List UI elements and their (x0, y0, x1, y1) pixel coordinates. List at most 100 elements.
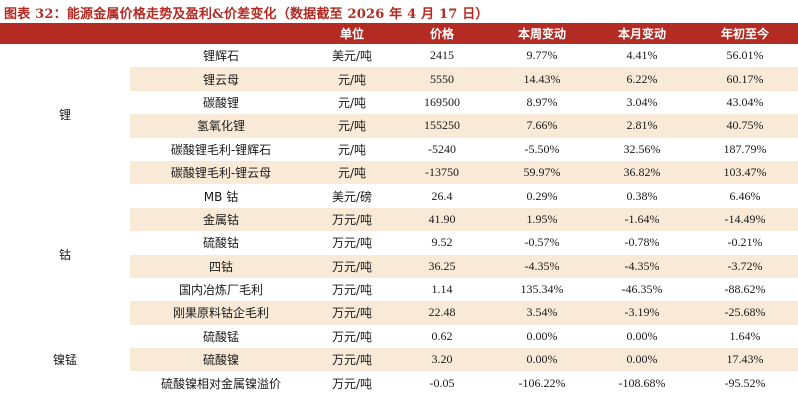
month-change-cell: 0.00% (592, 348, 692, 372)
metal-name-cell: 刚果原料钴企毛利 (130, 301, 312, 325)
chart-title: 图表 32：能源金属价格走势及盈利&价差变化（数据截至 2026 年 4 月 1… (4, 7, 489, 22)
price-cell: 26.4 (431, 188, 453, 203)
week-change-cell: -4.35% (492, 254, 592, 278)
price-cell: -5240 (428, 141, 456, 156)
unit-cell: 万元/吨 (312, 348, 392, 372)
unit-cell: 元/吨 (312, 160, 392, 185)
ytd-change-cell: 187.79% (723, 141, 767, 156)
metal-name-cell: 金属钴 (130, 207, 312, 232)
week-change-cell: -0.57% (524, 235, 560, 250)
week-change-cell: 59.97% (492, 160, 592, 185)
ytd-change-cell: 43.04% (726, 94, 764, 109)
unit-cell: 元/吨 (337, 142, 367, 157)
table-row: 四钴 万元/吨 36.25 -4.35% -4.35% -3.72% (0, 254, 798, 278)
metal-name-cell: MB 钴 (203, 189, 239, 204)
metal-name-cell: 国内冶炼厂毛利 (178, 283, 263, 298)
metal-name-cell: 氢氧化锂 (130, 114, 312, 138)
table-header-row: 单位 价格 本周变动 本月变动 年初至今 (0, 23, 798, 44)
month-change-cell: 6.22% (592, 67, 692, 91)
table-row: 锂 锂辉石 美元/吨 2415 9.77% 4.41% 56.01% (0, 44, 798, 121)
month-change-cell: -3.19% (592, 301, 692, 325)
week-change-cell: 9.77% (526, 48, 558, 63)
price-cell: -13750 (392, 160, 492, 185)
metal-name-cell: 硫酸锰 (202, 329, 239, 344)
unit-cell: 元/吨 (337, 95, 367, 110)
ytd-change-cell: 17.43% (692, 348, 798, 372)
month-change-cell: -0.78% (624, 235, 660, 250)
ytd-change-cell: 103.47% (692, 160, 798, 185)
table-row: 硫酸钴 万元/吨 9.52 -0.57% -0.78% -0.21% (0, 231, 798, 254)
header-unit: 单位 (312, 23, 392, 44)
ytd-change-cell: 40.75% (692, 114, 798, 138)
table-row: 碳酸锂毛利-锂辉石 元/吨 -5240 -5.50% 32.56% 187.79% (0, 138, 798, 161)
metal-name-cell: 锂云母 (130, 67, 312, 91)
metal-name-cell: 碳酸锂毛利-锂辉石 (170, 142, 272, 157)
unit-cell: 万元/吨 (331, 283, 373, 298)
price-cell: 155250 (392, 114, 492, 138)
ytd-change-cell: 60.17% (692, 67, 798, 91)
category-cell: 锂 (58, 107, 71, 122)
table-row: 氢氧化锂 元/吨 155250 7.66% 2.81% 40.75% (0, 114, 798, 138)
week-change-cell: 3.54% (492, 301, 592, 325)
week-change-cell: 0.00% (526, 328, 558, 343)
ytd-change-cell: 56.01% (726, 48, 764, 63)
week-change-cell: 0.29% (526, 188, 558, 203)
price-cell: 3.20 (392, 348, 492, 372)
price-cell: 2415 (430, 48, 454, 63)
month-change-cell: 0.00% (626, 328, 658, 343)
metal-name-cell: 硫酸镍相对金属镍溢价 (160, 376, 281, 391)
table-row: 刚果原料钴企毛利 万元/吨 22.48 3.54% -3.19% -25.68% (0, 301, 798, 325)
header-month-change: 本月变动 (592, 23, 692, 44)
price-cell: 1.14 (431, 282, 453, 297)
metal-name-cell: 四钴 (130, 254, 312, 278)
table-row: 锂云母 元/吨 5550 14.43% 6.22% 60.17% (0, 67, 798, 91)
week-change-cell: -5.50% (524, 141, 560, 156)
price-cell: 36.25 (392, 254, 492, 278)
unit-cell: 元/吨 (312, 114, 392, 138)
table-row: 硫酸镍相对金属镍溢价 万元/吨 -0.05 -106.22% -108.68% -95.5… (0, 371, 798, 394)
price-cell: -0.05 (429, 375, 455, 390)
price-cell: 41.90 (392, 207, 492, 232)
week-change-cell: 0.00% (492, 348, 592, 372)
month-change-cell: 32.56% (623, 141, 661, 156)
table-row: 硫酸镍 万元/吨 3.20 0.00% 0.00% 17.43% (0, 348, 798, 372)
week-change-cell: -106.22% (518, 375, 566, 390)
unit-cell: 万元/吨 (331, 329, 373, 344)
header-name (130, 23, 312, 44)
month-change-cell: -4.35% (592, 254, 692, 278)
header-price: 价格 (392, 23, 492, 44)
unit-cell: 元/吨 (312, 67, 392, 91)
unit-cell: 万元/吨 (331, 236, 373, 251)
ytd-change-cell: 6.46% (729, 188, 761, 203)
week-change-cell: 135.34% (520, 282, 564, 297)
metal-name-cell: 碳酸锂毛利-锂云母 (130, 160, 312, 185)
ytd-change-cell: -14.49% (692, 207, 798, 232)
unit-cell: 万元/吨 (312, 207, 392, 232)
table-row: 国内冶炼厂毛利 万元/吨 1.14 135.34% -46.35% -88.62% (0, 278, 798, 301)
ytd-change-cell: -95.52% (724, 375, 766, 390)
week-change-cell: 14.43% (492, 67, 592, 91)
price-cell: 9.52 (431, 235, 453, 250)
month-change-cell: -108.68% (618, 375, 666, 390)
category-cell: 钴 (58, 248, 71, 263)
unit-cell: 万元/吨 (331, 376, 373, 391)
table-row: 碳酸锂 元/吨 169500 8.97% 3.04% 43.04% (0, 91, 798, 114)
table-row: 钴 MB 钴 美元/磅 26.4 0.29% 0.38% 6.46% (0, 184, 798, 262)
unit-cell: 万元/吨 (312, 301, 392, 325)
table-body: 锂锂辉石 美元/吨 2415 9.77% 4.41% 56.01% 锂云母 元/吨 5550 14… (0, 44, 798, 395)
week-change-cell: 1.95% (492, 207, 592, 232)
month-change-cell: 0.38% (626, 188, 658, 203)
month-change-cell: 2.81% (592, 114, 692, 138)
month-change-cell: 36.82% (592, 160, 692, 185)
header-category (0, 23, 130, 44)
month-change-cell: 3.04% (626, 94, 658, 109)
month-change-cell: -1.64% (592, 207, 692, 232)
unit-cell: 万元/吨 (312, 254, 392, 278)
price-cell: 169500 (424, 94, 460, 109)
ytd-change-cell: -3.72% (692, 254, 798, 278)
category-cell: 镍锰 (52, 353, 77, 368)
ytd-change-cell: -0.21% (727, 235, 763, 250)
month-change-cell: 4.41% (626, 48, 658, 63)
unit-cell: 美元/磅 (331, 189, 373, 204)
table-row: 碳酸锂毛利-锂云母 元/吨 -13750 59.97% 36.82% 103.47% (0, 160, 798, 185)
